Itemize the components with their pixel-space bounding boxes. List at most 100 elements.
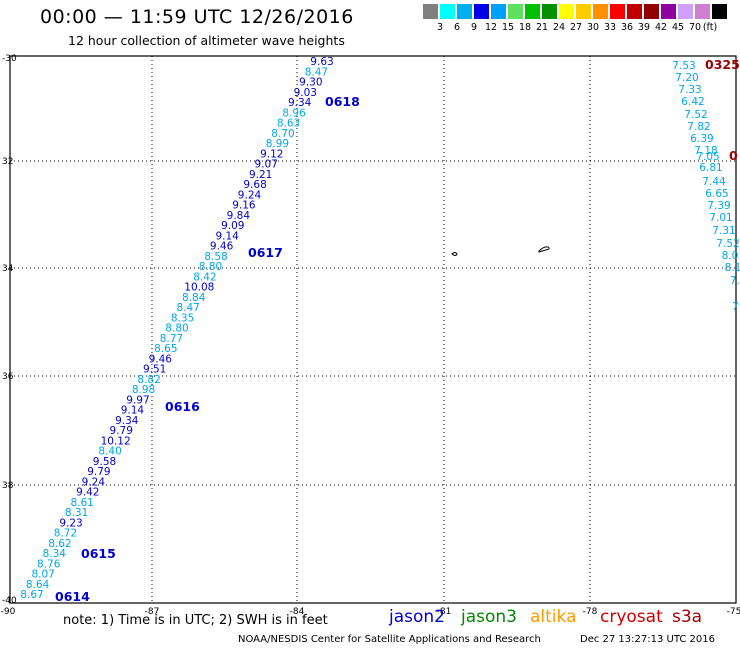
legend-label: 24 (552, 22, 566, 33)
swh-value: 9.24 (238, 189, 262, 201)
swh-value: 8.1 (725, 262, 740, 274)
swh-value: 9.23 (59, 517, 82, 529)
swh-value: 7.31 (712, 225, 735, 237)
legend-swatch (440, 4, 455, 19)
swh-value: 7.52 (684, 109, 707, 121)
swh-value: 8.84 (182, 292, 206, 304)
lon-tick-label: -90 (1, 607, 16, 617)
swh-value: 9.34 (288, 97, 312, 109)
satellite-label: jason3 (461, 607, 517, 627)
lon-tick-label: -78 (583, 607, 598, 617)
coastline-islands (451, 246, 550, 256)
legend-label: 70 (688, 22, 702, 33)
track-right: 7.537.207.336.427.527.826.397.187.056.81… (672, 57, 740, 313)
swh-value: 9.03 (294, 87, 317, 99)
swh-value: 9.16 (232, 200, 256, 212)
axis-ticks: -30 32 34 36 38 -40-90 -87 -84 -81 -78 -75 (1, 54, 740, 617)
lon-tick-label: -81 (437, 607, 452, 617)
swh-value: 8.99 (266, 138, 289, 150)
swh-value: 8.34 (43, 548, 67, 560)
time-label: 0617 (248, 245, 283, 260)
swh-value: 8.63 (277, 118, 300, 130)
satellite-label: s3a (672, 607, 703, 627)
legend-label: 30 (586, 22, 600, 33)
swh-value: 8.07 (31, 569, 54, 581)
swh-value: 9.51 (143, 364, 166, 376)
time-label: 0615 (81, 546, 116, 561)
swh-value: 8.96 (282, 107, 306, 119)
legend-label: 39 (637, 22, 651, 33)
lat-tick-label: -40 (2, 596, 17, 606)
swh-value: 9.46 (149, 353, 173, 365)
chart-subtitle: 12 hour collection of altimeter wave hei… (68, 33, 345, 48)
swh-value: 7.44 (702, 176, 726, 188)
lon-tick-label: -87 (145, 607, 160, 617)
swh-value: 6.65 (705, 188, 728, 200)
legend-swatch (610, 4, 625, 19)
swh-value: 8.67 (20, 589, 43, 601)
chart-title: 00:00 — 11:59 UTC 12/26/2016 (40, 6, 354, 28)
swh-value: 9.58 (93, 456, 116, 468)
swh-value: 7. (730, 275, 740, 287)
swh-value: 9.34 (115, 415, 139, 427)
swh-value: 8.76 (37, 558, 61, 570)
lon-tick-label: -84 (290, 607, 305, 617)
swh-value: 8.98 (132, 384, 155, 396)
legend-swatch (593, 4, 608, 19)
time-label: 0325 (705, 57, 740, 72)
swh-value: 7.01 (709, 212, 732, 224)
island-shape (538, 246, 550, 253)
legend-label: 12 (484, 22, 498, 33)
swh-value: 8.80 (199, 261, 222, 273)
time-label: 0616 (165, 399, 200, 414)
swh-value: 8.40 (98, 446, 121, 458)
swh-value: 8.80 (165, 323, 188, 335)
footer-note: note: 1) Time is in UTC; 2) SWH is in fe… (63, 613, 328, 628)
legend-label: 21 (535, 22, 549, 33)
legend-label: 27 (569, 22, 583, 33)
swh-value: 9.09 (221, 220, 244, 232)
swh-value: 7.33 (678, 84, 701, 96)
swh-value: 8.77 (160, 333, 183, 345)
swh-value: 8.47 (176, 302, 199, 314)
swh-value: 8.61 (70, 497, 93, 509)
swh-value: 9.24 (82, 476, 106, 488)
swh-value: 8.0 (722, 250, 739, 262)
swh-value: 9.14 (215, 230, 239, 242)
legend-label: 15 (501, 22, 515, 33)
swh-value: 9.79 (110, 425, 133, 437)
swh-value: 10.08 (184, 282, 214, 294)
satellite-label: jason2 (389, 607, 445, 627)
lat-tick-label: 36 (2, 372, 14, 382)
swh-value: 9.84 (227, 210, 251, 222)
swh-value: 9.68 (243, 179, 266, 191)
swh-value: 6.81 (699, 162, 722, 174)
time-label: 0614 (55, 589, 90, 604)
swh-value: 8.42 (193, 271, 216, 283)
timestamp-text: Dec 27 13:27:13 UTC 2016 (580, 634, 715, 645)
legend-swatch (423, 4, 438, 19)
swh-value: 9.42 (76, 487, 99, 499)
swh-value: 9.46 (210, 241, 234, 253)
swh-value: 8.62 (48, 538, 71, 550)
legend-label: 33 (603, 22, 617, 33)
swh-value: 9.14 (121, 405, 145, 417)
legend-label: 9 (470, 22, 478, 33)
swh-value: 8.58 (204, 251, 227, 263)
swh-value: 9.79 (87, 466, 110, 478)
swh-value: 8.72 (54, 528, 77, 540)
track-left: 9.638.479.309.039.348.968.638.708.999.12… (20, 56, 359, 604)
map-frame (9, 55, 737, 604)
swh-value: 8.31 (65, 507, 88, 519)
swh-value: 9.30 (299, 77, 322, 89)
swh-value: 6.42 (681, 96, 704, 108)
satellite-label: altika (530, 607, 577, 627)
swh-value: 7. (732, 301, 740, 313)
swh-value: 8.64 (26, 579, 50, 591)
legend-swatch (508, 4, 523, 19)
swh-value: 8.82 (137, 374, 160, 386)
map-border (9, 55, 737, 604)
legend-swatch (491, 4, 506, 19)
legend-swatch (576, 4, 591, 19)
swh-value: 9.97 (126, 394, 149, 406)
